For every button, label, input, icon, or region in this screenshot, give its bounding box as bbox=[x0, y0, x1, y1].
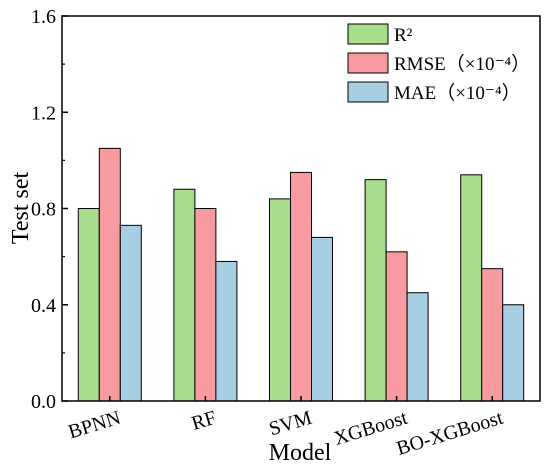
legend: R² RMSE（×10⁻⁴） MAE（×10⁻⁴） bbox=[347, 23, 530, 104]
bar-r2-rf bbox=[173, 188, 196, 402]
x-tick-label-bo-xgboost: BO-XGBoost bbox=[394, 407, 506, 460]
bar-rmse-rf bbox=[194, 208, 217, 402]
legend-label: MAE（×10⁻⁴） bbox=[394, 82, 521, 104]
bars-layer bbox=[77, 147, 525, 402]
bar-mae-xgboost bbox=[406, 292, 429, 402]
y-tick-label: 0.4 bbox=[31, 295, 56, 317]
bar-r2-bo-xgboost bbox=[460, 174, 483, 402]
bar-r2-bpnn bbox=[77, 208, 100, 402]
x-tick-label-rf: RF bbox=[189, 407, 219, 435]
bar-mae-svm bbox=[311, 236, 333, 402]
y-tick-label: 1.6 bbox=[31, 6, 56, 28]
legend-swatch bbox=[347, 23, 389, 45]
bar-rmse-bo-xgboost bbox=[481, 268, 504, 402]
bar-mae-bo-xgboost bbox=[502, 304, 525, 402]
legend-label: RMSE（×10⁻⁴） bbox=[394, 53, 530, 75]
y-tick-label: 0.8 bbox=[31, 199, 56, 221]
bar-mae-bpnn bbox=[119, 224, 142, 402]
x-axis-title: Model bbox=[269, 440, 332, 466]
bar-mae-rf bbox=[215, 260, 238, 402]
bar-rmse-bpnn bbox=[98, 147, 121, 402]
y-tick-label: 1.2 bbox=[31, 102, 56, 124]
x-tick-label-svm: SVM bbox=[267, 407, 315, 441]
y-axis: 0.0 0.4 0.8 1.2 1.6 bbox=[31, 6, 68, 413]
legend-swatch bbox=[347, 81, 389, 103]
bar-r2-svm bbox=[269, 198, 291, 402]
legend-label: R² bbox=[394, 25, 413, 46]
legend-swatch bbox=[347, 52, 389, 74]
bar-r2-xgboost bbox=[364, 179, 387, 402]
x-tick-label-bpnn: BPNN bbox=[66, 407, 123, 444]
bar-rmse-svm bbox=[290, 171, 312, 402]
bar-rmse-xgboost bbox=[385, 251, 408, 402]
y-axis-title: Test set bbox=[8, 172, 34, 245]
y-tick-label: 0.0 bbox=[31, 391, 56, 413]
